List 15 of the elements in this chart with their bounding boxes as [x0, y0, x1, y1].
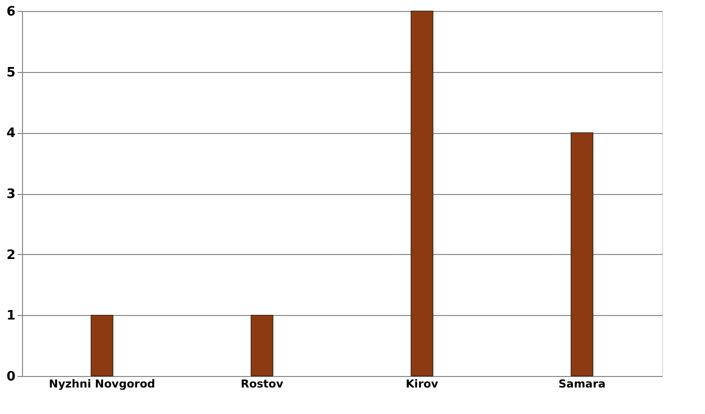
x-tick-label: Samara: [558, 378, 606, 390]
y-tick-label: 1: [6, 308, 16, 324]
x-tick-label: Nyzhni Novgorod: [48, 378, 156, 390]
bar: [570, 132, 594, 376]
x-tick-label: Kirov: [406, 378, 440, 390]
x-tick-label: Rostov: [240, 378, 284, 390]
y-tick-label: 0: [6, 370, 16, 384]
y-tick-label: 3: [6, 187, 16, 202]
y-tick-label: 4: [6, 126, 16, 142]
y-tick-label: 5: [6, 65, 16, 80]
y-tick-label: 6: [6, 4, 16, 20]
bar: [250, 314, 274, 376]
bar: [90, 314, 114, 376]
y-tick-label: 2: [6, 248, 16, 263]
bar: [410, 10, 434, 376]
